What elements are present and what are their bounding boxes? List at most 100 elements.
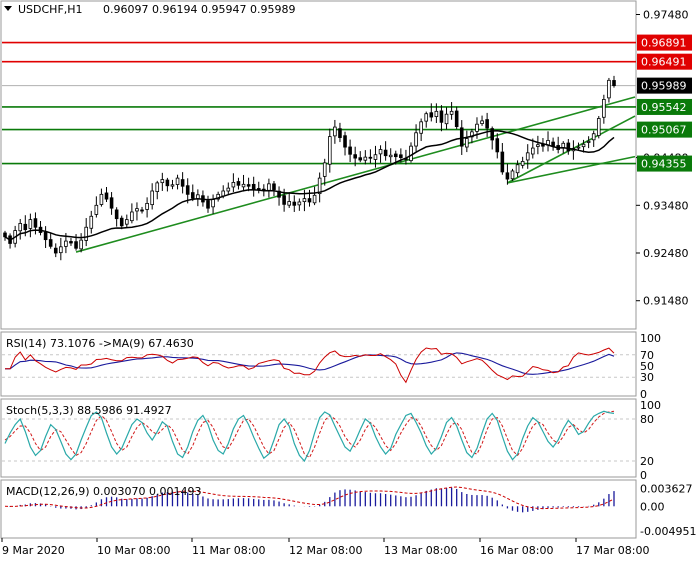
candle-bull [18,223,23,232]
candle-bull [525,152,530,161]
candle-bear [236,181,241,186]
macd-signal-line [4,486,615,510]
candle-bull [175,177,180,185]
candle-bull [211,199,215,208]
stoch-y-tick-label: 100 [640,399,661,412]
candle-bear [307,198,312,203]
x-tick-label: 9 Mar 2020 [2,544,65,557]
candle-bull [531,147,535,155]
candle-bull [510,170,515,180]
x-tick-label: 13 Mar 08:00 [384,544,457,557]
candle-bull [419,121,423,134]
candle-bear [348,146,352,155]
ohlc-values: 0.96097 0.96194 0.95947 0.95989 [103,3,295,16]
candle-bear [358,157,363,161]
price-pane [0,0,637,330]
candle-bull [170,184,175,187]
candle-bear [206,200,210,209]
support-level-tag [637,155,692,172]
stoch-y-tick-label: 20 [640,455,654,468]
macd-pane [0,479,637,539]
candle-bull [607,79,611,99]
candle-bull [475,123,479,132]
candle-bull [388,154,393,158]
candle-bull [130,211,134,222]
candle-bull [160,179,165,184]
trendline [507,155,636,184]
candle-bull [596,118,601,136]
candle-bull [378,149,383,155]
candle-bear [612,80,616,87]
resistance-level-label: 0.96491 [641,56,687,69]
candle-bear [393,153,398,158]
x-tick-label: 11 Mar 08:00 [192,544,265,557]
support-level-tag [637,121,692,138]
price-y-tick-label: 0.91480 [643,295,689,308]
resistance-level-tag [637,34,692,51]
candle-bull [64,240,68,247]
candle-bear [53,247,58,254]
candle-bear [343,135,347,148]
candle-bear [74,241,78,249]
current-price-label: 0.95989 [641,80,687,93]
candle-bear [439,110,444,123]
candle-bear [490,128,494,141]
candle-bull [150,190,154,206]
candle-bear [140,209,144,212]
candle-bull [322,162,327,177]
candle-bull [449,110,454,115]
candle-bear [48,239,53,247]
candle-bull [28,219,33,229]
candle-bear [399,154,403,159]
candle-bear [33,218,38,228]
candle-bull [94,204,99,215]
moving-average-line [4,130,615,241]
symbol-label: USDCHF,H1 [18,3,83,16]
candle-bull [59,246,63,254]
rsi-y-tick-label: 70 [640,349,654,362]
candle-bear [246,184,251,187]
candle-bear [165,179,170,187]
x-tick-label: 10 Mar 08:00 [97,544,170,557]
candle-bear [383,149,388,157]
candle-bull [328,136,332,165]
candle-bear [353,154,357,159]
rsi-line [5,347,615,384]
rsi-y-tick-label: 100 [640,332,661,345]
dropdown-arrow-icon[interactable] [4,6,12,11]
trendline [75,96,636,253]
macd-y-tick-label: 0.00 [640,500,665,513]
candle-bull [414,132,418,147]
support-level-label: 0.95067 [641,124,687,137]
macd-y-tick-label: -0.004951 [640,525,696,538]
candle-bull [241,183,246,188]
x-tick-label: 16 Mar 08:00 [480,544,553,557]
candle-bull [221,190,226,197]
stoch-main-line [4,410,615,463]
candle-bull [287,201,291,206]
stoch-y-tick-label: 0 [640,469,647,482]
candle-bull [536,144,540,147]
candle-bear [272,183,276,190]
candle-bear [500,151,505,173]
candle-bull [135,208,139,212]
candle-bull [373,154,378,160]
candle-bull [89,215,94,229]
candle-bull [424,113,429,122]
candle-bear [485,119,489,129]
rsi-y-tick-label: 50 [640,360,654,373]
candle-bear [429,112,434,118]
rsi-label: RSI(14) 73.1076 ->MA(9) 67.4630 [6,337,194,350]
candle-bear [551,141,555,147]
candle-bear [43,232,48,241]
candle-bull [520,161,525,166]
candle-bear [459,127,464,147]
support-level-tag [637,98,692,115]
candle-bear [119,217,124,227]
candle-bear [109,197,114,209]
macd-y-tick-label: 0.003627 [640,482,693,495]
x-tick-label: 17 Mar 08:00 [576,544,649,557]
candle-bull [333,126,337,137]
rsi-ma-line [5,352,615,375]
